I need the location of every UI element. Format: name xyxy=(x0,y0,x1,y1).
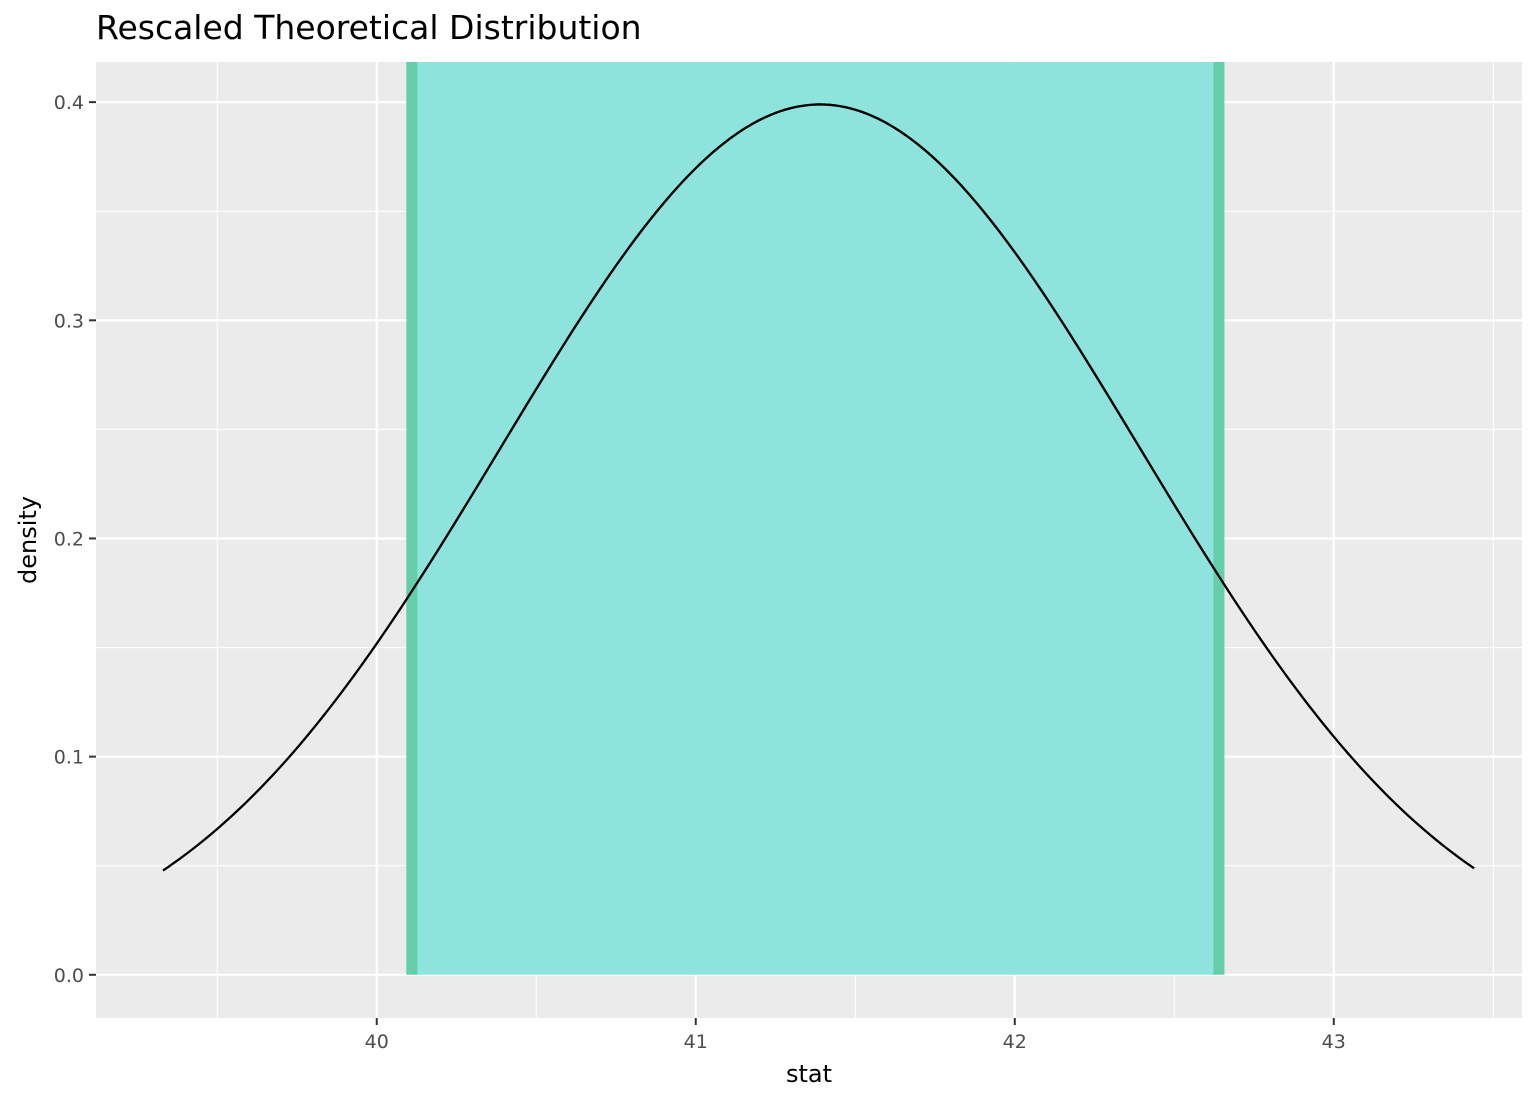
x-tick-label: 41 xyxy=(684,1031,708,1053)
y-tick-label: 0.0 xyxy=(54,965,84,987)
curve-layer xyxy=(162,103,1475,872)
shaded-interval xyxy=(411,62,1219,975)
density-curve xyxy=(162,103,1475,872)
y-tick-label: 0.2 xyxy=(54,528,84,550)
shaded-interval-layer xyxy=(406,62,1225,975)
chart-title: Rescaled Theoretical Distribution xyxy=(96,8,642,47)
x-tick-label: 42 xyxy=(1003,1031,1027,1053)
y-tick-label: 0.4 xyxy=(54,92,84,114)
x-axis-title: stat xyxy=(786,1060,832,1088)
y-tick-label: 0.1 xyxy=(54,747,84,769)
x-tick-label: 40 xyxy=(365,1031,389,1053)
axis-ticks: 40 41 42 43 0.0 0.1 0.2 0.3 0.4 xyxy=(54,92,1346,1053)
y-axis-title: density xyxy=(14,496,42,584)
y-tick-label: 0.3 xyxy=(54,310,84,332)
x-tick-label: 43 xyxy=(1322,1031,1346,1053)
